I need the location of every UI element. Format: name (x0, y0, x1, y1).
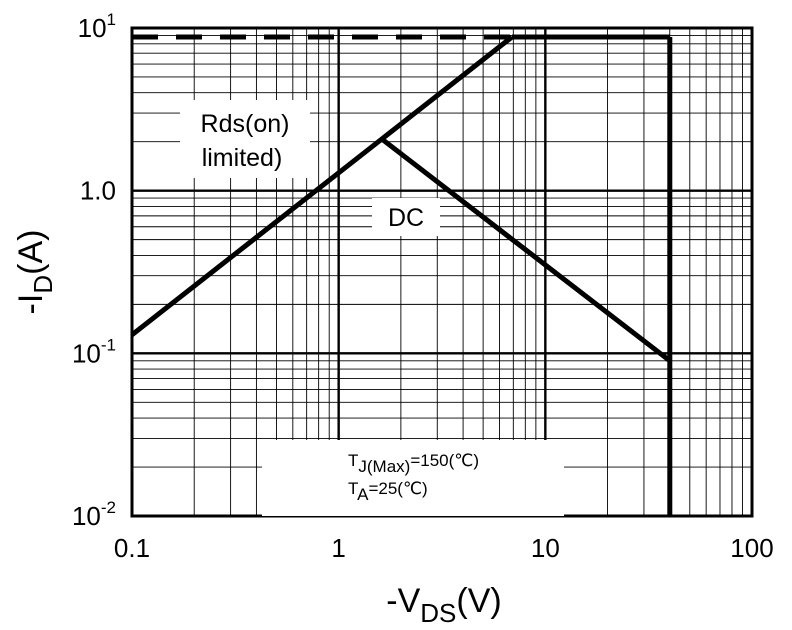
x-tick-label: 100 (730, 533, 773, 563)
x-tick-label: 0.1 (114, 533, 150, 563)
x-axis-title: -VDS(V) (386, 582, 501, 625)
y-tick-label: 10-1 (72, 335, 116, 368)
x-tick-label: 1 (331, 533, 345, 563)
series-rds-on-limited (130, 35, 514, 337)
rds-label-box (180, 100, 310, 178)
ta-condition: TA=25(℃) (348, 479, 428, 504)
y-tick-label: 101 (78, 10, 116, 43)
tj-condition: TJ(Max)=150(℃) (348, 451, 479, 476)
y-axis-title-prefix: -I (12, 294, 50, 315)
y-axis-title-sub: D (28, 275, 58, 294)
ta-suffix: =25(℃) (368, 479, 427, 498)
y-tick-label: 10-2 (72, 498, 116, 531)
y-tick-label: 1.0 (80, 176, 116, 206)
y-axis-title: -ID(A) (12, 230, 58, 315)
ta-sub: A (357, 485, 369, 504)
dc-label-box (372, 198, 440, 236)
x-axis-title-sub: DS (420, 598, 456, 625)
tj-prefix: T (348, 451, 358, 470)
y-axis-title-suffix: (A) (12, 230, 50, 275)
ta-prefix: T (348, 479, 358, 498)
x-axis-title-prefix: -V (386, 582, 420, 620)
series-dc (379, 136, 672, 363)
rds-label-line2: limited) (202, 144, 283, 172)
rds-label-line1: Rds(on) (201, 110, 290, 138)
x-axis-title-suffix: (V) (456, 582, 501, 620)
series-layer (130, 34, 673, 516)
tj-suffix: =150(℃) (410, 451, 479, 470)
tick-labels: 0.1 1 10 100 10-2 10-1 1.0 101 (72, 10, 774, 563)
tj-sub: J(Max) (358, 457, 410, 476)
conditions-label-box (262, 440, 564, 516)
dc-label: DC (388, 204, 424, 232)
x-tick-label: 10 (531, 533, 560, 563)
